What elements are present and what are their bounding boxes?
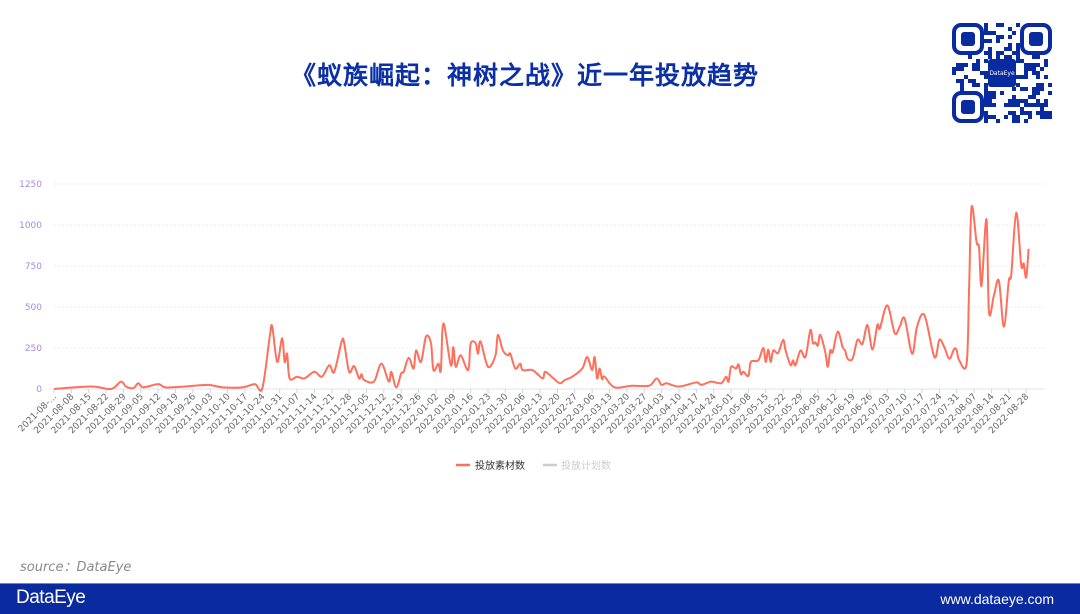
dataeye-logo: DataEye: [16, 587, 86, 608]
y-tick-label: 0: [36, 385, 42, 395]
qr-code: DataEye: [952, 23, 1052, 123]
legend-item-active[interactable]: 投放素材数: [456, 459, 525, 472]
svg-text:DataEye: DataEye: [989, 70, 1015, 77]
legend-item-inactive[interactable]: 投放计划数: [543, 459, 611, 472]
qr-finder: [952, 91, 984, 123]
qr-finder: [952, 23, 984, 55]
footer-bar: DataEye www.dataeye.com: [0, 583, 1080, 614]
legend-label: 投放素材数: [475, 459, 525, 472]
y-tick-label: 500: [25, 303, 42, 313]
website-link[interactable]: www.dataeye.com: [940, 591, 1054, 607]
series-line-投放素材数: [53, 205, 1030, 392]
y-tick-label: 1000: [19, 221, 42, 231]
legend-label: 投放计划数: [561, 459, 611, 472]
y-tick-label: 1250: [19, 180, 42, 190]
source-note: source：DataEye: [20, 560, 132, 575]
qr-finder: [1020, 23, 1052, 55]
legend: 投放素材数 投放计划数: [456, 459, 611, 472]
y-tick-label: 250: [25, 344, 42, 354]
page-title: 《蚁族崛起：神树之战》近一年投放趋势: [290, 61, 759, 90]
y-tick-label: 750: [25, 262, 42, 272]
qr-center-logo: [988, 59, 1016, 87]
